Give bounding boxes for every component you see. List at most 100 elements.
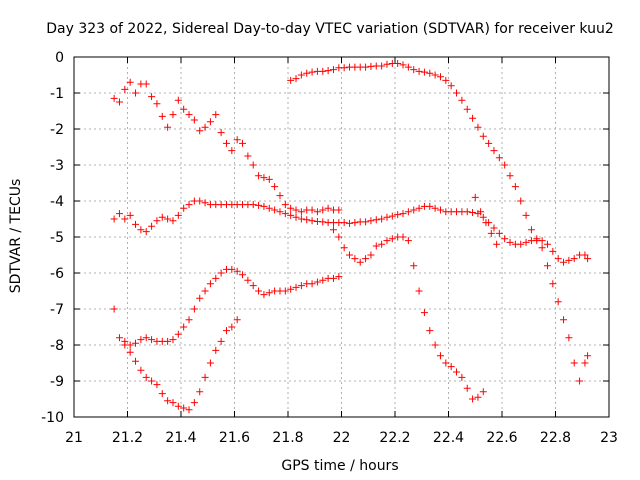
- data-point: [137, 336, 145, 344]
- data-point: [228, 265, 236, 273]
- data-point: [260, 291, 268, 299]
- data-point: [180, 105, 188, 113]
- data-point: [469, 114, 477, 122]
- data-point: [517, 240, 525, 248]
- x-tick-label: 21: [65, 430, 83, 446]
- data-point: [292, 213, 300, 221]
- data-point: [549, 247, 557, 255]
- data-point: [132, 357, 140, 365]
- data-point: [319, 67, 327, 75]
- data-point: [132, 89, 140, 97]
- x-tick-label: 21.4: [165, 430, 196, 446]
- data-point: [228, 147, 236, 155]
- data-point: [201, 287, 209, 295]
- y-tick-label: -10: [41, 410, 64, 426]
- data-point: [206, 280, 214, 288]
- data-point: [206, 359, 214, 367]
- data-point: [340, 244, 348, 252]
- data-point: [436, 206, 444, 214]
- data-point: [174, 330, 182, 338]
- x-tick-label: 23: [600, 430, 618, 446]
- data-point: [158, 112, 166, 120]
- data-point: [255, 201, 263, 209]
- data-point: [383, 213, 391, 221]
- series-track-5: [287, 59, 592, 385]
- data-point: [549, 280, 557, 288]
- data-point: [121, 85, 129, 93]
- y-tick-label: -4: [50, 194, 64, 210]
- data-point: [399, 233, 407, 241]
- data-point: [308, 206, 316, 214]
- x-tick-label: 21.2: [112, 430, 143, 446]
- x-tick-label: 22.2: [379, 430, 410, 446]
- data-point: [362, 218, 370, 226]
- data-point: [522, 211, 530, 219]
- data-point: [265, 175, 273, 183]
- x-axis-label: GPS time / hours: [281, 458, 398, 474]
- data-point: [469, 395, 477, 403]
- data-point: [297, 282, 305, 290]
- data-point: [180, 404, 188, 412]
- data-point: [222, 139, 230, 147]
- data-point: [383, 237, 391, 245]
- data-point: [378, 240, 386, 248]
- data-point: [190, 399, 198, 407]
- data-point: [584, 352, 592, 360]
- y-tick-label: -8: [50, 338, 64, 354]
- data-point: [121, 215, 129, 223]
- data-point: [570, 359, 578, 367]
- series-track-4: [121, 316, 241, 414]
- data-point: [212, 274, 220, 282]
- data-point: [415, 204, 423, 212]
- data-point: [158, 213, 166, 221]
- y-axis-label: SDTVAR / TECUs: [8, 179, 24, 294]
- data-point: [576, 377, 584, 385]
- data-point: [506, 172, 514, 180]
- data-point: [570, 255, 578, 263]
- data-point: [137, 366, 145, 374]
- data-point: [506, 238, 514, 246]
- data-point: [436, 73, 444, 81]
- data-point: [121, 341, 129, 349]
- data-point: [201, 199, 209, 207]
- data-point: [142, 228, 150, 236]
- data-point: [190, 116, 198, 124]
- data-point: [501, 161, 509, 169]
- data-point: [560, 316, 568, 324]
- series-track-3: [110, 265, 343, 349]
- y-tick-label: -1: [50, 86, 64, 102]
- series-track-1: [110, 78, 343, 216]
- data-point: [185, 201, 193, 209]
- data-point: [490, 224, 498, 232]
- data-point: [565, 256, 573, 264]
- y-tick-label: -3: [50, 158, 64, 174]
- data-point: [255, 172, 263, 180]
- series-track-6: [329, 226, 487, 403]
- data-point: [212, 111, 220, 119]
- data-point: [367, 251, 375, 259]
- data-point: [581, 359, 589, 367]
- data-point: [212, 346, 220, 354]
- data-point: [501, 235, 509, 243]
- data-point: [313, 278, 321, 286]
- data-point: [303, 69, 311, 77]
- data-point: [126, 348, 134, 356]
- data-point: [351, 219, 359, 227]
- data-point: [362, 255, 370, 263]
- data-point: [388, 235, 396, 243]
- data-point: [287, 211, 295, 219]
- data-point: [110, 305, 118, 313]
- data-point: [399, 210, 407, 218]
- data-point: [185, 406, 193, 414]
- data-point: [415, 287, 423, 295]
- data-point: [329, 66, 337, 74]
- data-point: [319, 206, 327, 214]
- data-point: [477, 208, 485, 216]
- data-point: [265, 289, 273, 297]
- data-point: [164, 123, 172, 131]
- x-tick-label: 22.6: [486, 430, 517, 446]
- data-point: [335, 206, 343, 214]
- data-point: [313, 208, 321, 216]
